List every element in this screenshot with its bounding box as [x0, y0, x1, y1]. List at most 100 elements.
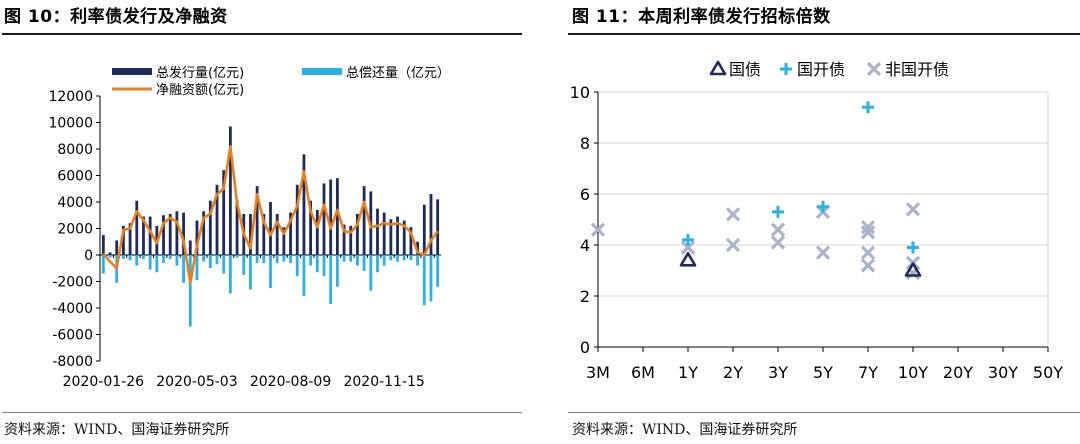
repayment-bar — [121, 255, 125, 259]
x-tick-label: 7Y — [858, 363, 878, 382]
y-tick-label: 2000 — [57, 222, 93, 238]
left-title-rule — [2, 33, 522, 35]
repayment-bar — [101, 255, 105, 274]
repayment-bar — [422, 255, 426, 306]
issuance-bar — [295, 184, 299, 255]
repayment-bar — [342, 255, 346, 262]
repayment-bar — [402, 255, 406, 261]
right-source-note: 资料来源：WIND、国海证券研究所 — [572, 422, 798, 438]
issuance-bar — [389, 219, 393, 255]
repayment-bar — [302, 255, 306, 297]
repayment-bar — [135, 255, 139, 266]
issuance-bar — [342, 224, 346, 255]
issuance-bar — [168, 213, 172, 255]
repayment-bar — [188, 255, 192, 327]
repayment-bar — [269, 255, 272, 289]
issuance-bar — [436, 199, 440, 255]
issuance-bar — [208, 200, 212, 255]
issuance-bar — [349, 225, 353, 255]
issuance-bar — [142, 216, 145, 255]
issuance-bar — [275, 213, 279, 255]
legend-label-treasury-bond: 国债 — [729, 60, 761, 79]
issuance-bar — [429, 194, 433, 255]
legend-swatch-issuance — [112, 68, 152, 75]
legend-marker-non-cdb-policy-bond — [866, 61, 882, 77]
repayment-bar — [155, 255, 159, 273]
y-tick-label: 0 — [84, 248, 93, 264]
cdb-bond-point — [682, 233, 694, 246]
x-tick-label: 50Y — [1033, 363, 1063, 382]
repayment-bar — [175, 255, 179, 266]
repayment-bar — [182, 255, 185, 283]
y-tick-label: -8000 — [52, 354, 93, 370]
cdb-bond-point — [862, 101, 874, 114]
x-tick-label: 1Y — [678, 363, 698, 382]
issuance-bar — [148, 216, 152, 255]
legend-label-cdb-bond: 国开债 — [797, 60, 845, 79]
cdb-bond-point — [907, 241, 919, 254]
x-tick-label: 3M — [586, 363, 610, 382]
issuance-bar — [269, 202, 272, 255]
repayment-bar — [282, 255, 286, 262]
x-tick-label: 2020-05-03 — [156, 374, 237, 390]
issuance-bar — [101, 235, 105, 255]
repayment-bar — [235, 255, 239, 258]
issuance-bar — [329, 179, 333, 255]
issuance-bar — [282, 227, 286, 255]
issuance-bar — [135, 200, 139, 255]
repayment-bar — [315, 255, 319, 273]
treasury-bond-point — [904, 262, 922, 277]
x-tick-label: 10Y — [898, 363, 928, 382]
right-figure-title: 图 11：本周利率债发行招标倍数 — [572, 7, 831, 27]
issuance-bar — [315, 209, 319, 255]
issuance-bar — [322, 183, 326, 255]
y-tick-label: -6000 — [52, 328, 93, 344]
issuance-bar — [249, 213, 252, 255]
issuance-bar — [228, 126, 232, 255]
non-cdb-policy-bond-point — [770, 222, 786, 237]
treasury-bond-point — [679, 252, 697, 267]
repayment-bar — [275, 255, 279, 263]
repayment-bar — [389, 255, 393, 261]
x-tick-label: 30Y — [988, 363, 1018, 382]
legend-marker-cdb-bond — [780, 63, 792, 75]
issuance-bar — [162, 215, 165, 255]
repayment-bar — [436, 255, 440, 287]
issuance-bar — [302, 154, 306, 255]
y-tick-label: 2 — [580, 287, 590, 306]
issuance-bar — [356, 213, 359, 255]
issuance-bar — [309, 200, 313, 255]
y-tick-label: 0 — [580, 338, 590, 357]
x-tick-label: 2020-08-09 — [250, 374, 331, 390]
non-cdb-policy-bond-point — [860, 245, 876, 260]
repayment-bar — [382, 255, 386, 266]
repayment-bar — [409, 255, 413, 261]
issuance-bar — [202, 211, 206, 255]
x-tick-label: 2Y — [723, 363, 743, 382]
y-tick-label: -4000 — [52, 301, 93, 317]
non-cdb-policy-bond-point — [590, 222, 606, 237]
repayment-bar — [416, 255, 420, 266]
issuance-bar — [235, 200, 239, 255]
repayment-bar — [168, 255, 172, 259]
repayment-bar — [242, 255, 246, 275]
legend-label-net-financing: 净融资额(亿元) — [156, 83, 244, 98]
issuance-bar — [188, 240, 192, 255]
issuance-bar — [262, 213, 266, 255]
x-tick-label: 2020-11-15 — [343, 374, 424, 390]
issuance-bar — [409, 227, 413, 255]
issuance-bar — [115, 240, 119, 255]
repayment-bar — [396, 255, 399, 262]
non-cdb-policy-bond-point — [725, 237, 741, 253]
bid-cover-ratio-chart: 0 2 4 6 8 10 3M 6M 1Y 2Y 3Y 5Y 7Y 10Y 20Y 30Y 50Y 国债 国开债 非国… — [570, 60, 1064, 382]
right-title-rule — [568, 33, 1080, 35]
right-figure-panel: 图 11：本周利率债发行招标倍数 0 2 4 6 8 10 3M 6M 1Y 2Y 3Y 5Y 7Y 10… — [540, 0, 1080, 444]
non-cdb-policy-bond-point — [680, 240, 696, 255]
repayment-bar — [329, 255, 333, 305]
y-tick-label: 6000 — [57, 169, 93, 185]
issuance-net-financing-chart: -8000 -6000 -4000 -2000 0 2000 4000 6000 8000 100… — [48, 65, 450, 390]
repayment-bar — [356, 255, 359, 266]
left-figure-panel: 图 10：利率债发行及净融资 -8000 -6000 -4000 -2000 0 2000… — [2, 7, 522, 438]
left-source-note: 资料来源：WIND、国海证券研究所 — [4, 422, 230, 438]
repayment-bar — [369, 255, 373, 291]
